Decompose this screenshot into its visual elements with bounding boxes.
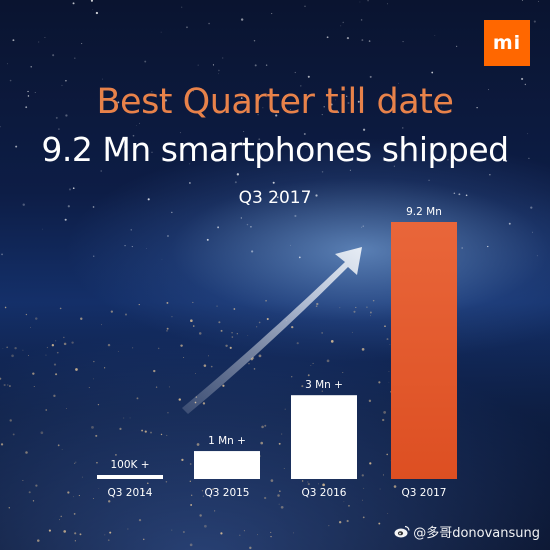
weibo-watermark: @多哥donovansung (394, 522, 540, 541)
data-label: 3 Mn + (305, 379, 343, 391)
bar-q3-2016 (291, 395, 357, 479)
bar-q3-2017 (391, 222, 457, 479)
trend-arrow (182, 247, 362, 414)
weibo-icon (394, 525, 410, 538)
watermark-text: @多哥donovansung (413, 526, 540, 541)
category-tick-label: Q3 2015 (204, 487, 249, 499)
data-label: 9.2 Mn (406, 206, 442, 218)
subheadline: 9.2 Mn smartphones shipped (41, 130, 509, 169)
data-label: 100K + (110, 459, 149, 471)
bar-q3-2014 (97, 475, 163, 479)
category-tick-label: Q3 2016 (301, 487, 346, 499)
mi-logo: mi (484, 20, 530, 66)
bar-q3-2015 (194, 451, 260, 479)
headline: Best Quarter till date (96, 82, 454, 122)
category-tick-label: Q3 2014 (107, 487, 152, 499)
period-label: Q3 2017 (238, 188, 312, 208)
data-label: 1 Mn + (208, 435, 246, 447)
logo-text: mi (492, 32, 522, 54)
category-tick-label: Q3 2017 (401, 487, 446, 499)
